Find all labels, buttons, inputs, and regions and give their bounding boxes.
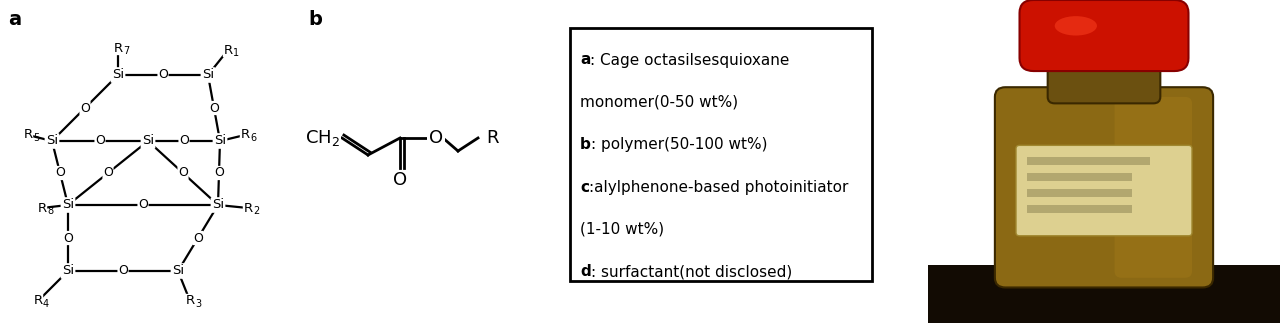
Text: 8: 8 (47, 206, 54, 216)
Text: O: O (118, 265, 128, 277)
Text: R: R (114, 41, 123, 55)
Text: O: O (157, 68, 168, 81)
Text: O: O (214, 166, 224, 180)
Text: d: d (580, 264, 591, 279)
Text: 1: 1 (233, 48, 239, 58)
Text: b: b (308, 10, 321, 29)
Text: monomer(0-50 wt%): monomer(0-50 wt%) (580, 95, 739, 110)
Bar (1027, 173, 1132, 181)
Text: R: R (243, 202, 252, 214)
Text: CH$_2$: CH$_2$ (305, 128, 340, 148)
Bar (1027, 157, 1149, 165)
Text: a: a (8, 10, 22, 29)
Text: 2: 2 (253, 206, 260, 216)
Bar (1044, 53, 1164, 61)
Text: R: R (33, 295, 42, 307)
Text: O: O (429, 129, 443, 147)
Text: R: R (37, 202, 46, 214)
Bar (1027, 205, 1132, 213)
Text: :alylphenone-based photoinitiator: :alylphenone-based photoinitiator (589, 180, 849, 194)
Bar (928, 265, 1280, 323)
Text: : polymer(50-100 wt%): : polymer(50-100 wt%) (591, 137, 768, 152)
Text: O: O (178, 166, 188, 180)
Text: 6: 6 (250, 133, 256, 143)
Text: O: O (393, 171, 407, 189)
Text: Si: Si (212, 199, 224, 212)
Text: a: a (580, 53, 590, 68)
Text: R: R (224, 44, 233, 57)
Text: O: O (209, 101, 219, 114)
Text: O: O (95, 134, 105, 148)
Text: c: c (580, 180, 589, 194)
Text: O: O (104, 166, 113, 180)
Text: R: R (186, 295, 195, 307)
Text: Si: Si (214, 134, 227, 148)
FancyBboxPatch shape (1019, 0, 1189, 71)
Text: R: R (241, 129, 250, 141)
Bar (570, 28, 872, 281)
Text: O: O (81, 101, 90, 114)
Text: 7: 7 (123, 46, 129, 56)
FancyBboxPatch shape (1048, 45, 1160, 103)
Text: O: O (138, 199, 148, 212)
Text: Si: Si (111, 68, 124, 81)
Text: 5: 5 (33, 133, 40, 143)
Text: O: O (55, 166, 65, 180)
Bar (1027, 189, 1132, 197)
Text: Si: Si (61, 265, 74, 277)
Text: b: b (580, 137, 591, 152)
FancyBboxPatch shape (1115, 97, 1192, 278)
Ellipse shape (1055, 16, 1097, 36)
Text: : surfactant(not disclosed): : surfactant(not disclosed) (591, 264, 792, 279)
Text: Si: Si (142, 134, 154, 148)
Text: Si: Si (61, 199, 74, 212)
Text: O: O (193, 232, 204, 245)
Text: 3: 3 (195, 299, 201, 309)
Text: R: R (486, 129, 498, 147)
Text: Si: Si (172, 265, 184, 277)
Text: O: O (179, 134, 189, 148)
Text: O: O (63, 232, 73, 245)
Text: R: R (23, 129, 32, 141)
Text: Si: Si (202, 68, 214, 81)
Text: (1-10 wt%): (1-10 wt%) (580, 222, 664, 237)
FancyBboxPatch shape (995, 87, 1213, 287)
Text: Si: Si (46, 134, 58, 148)
Text: : Cage octasilsesquioxane: : Cage octasilsesquioxane (590, 53, 790, 68)
Text: 4: 4 (44, 299, 49, 309)
FancyBboxPatch shape (1016, 145, 1192, 236)
